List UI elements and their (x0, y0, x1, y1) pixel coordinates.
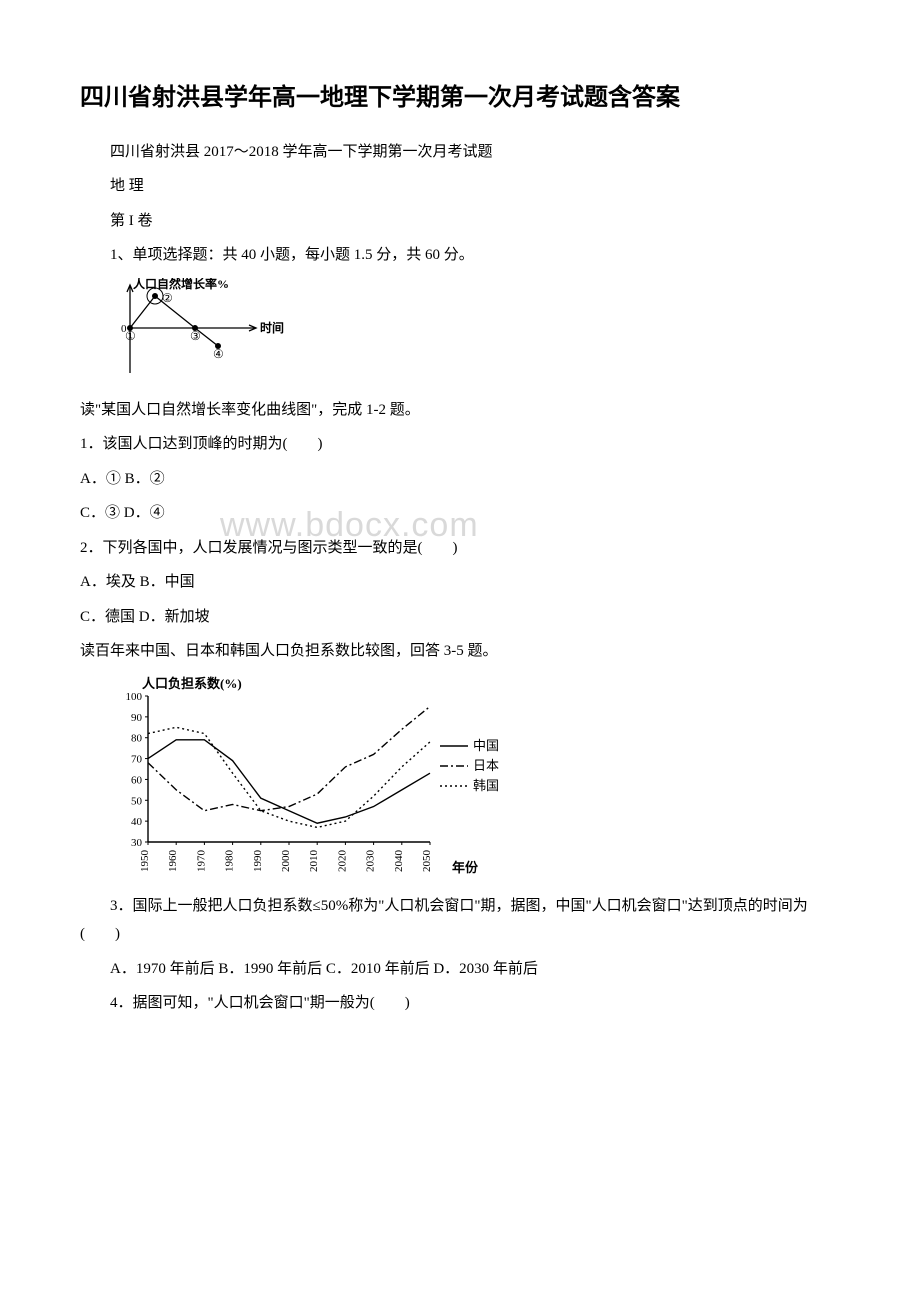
svg-text:1990: 1990 (252, 849, 264, 872)
svg-text:①: ① (125, 329, 136, 343)
svg-text:年份: 年份 (452, 860, 479, 875)
svg-text:30: 30 (131, 837, 143, 849)
svg-text:④: ④ (213, 347, 224, 361)
instructions: 1、单项选择题：共 40 小题，每小题 1.5 分，共 60 分。 (80, 241, 840, 270)
svg-text:人口自然增长率%: 人口自然增长率% (133, 278, 229, 291)
svg-text:1950: 1950 (139, 849, 151, 872)
svg-text:②: ② (162, 291, 173, 305)
question-3: 3．国际上一般把人口负担系数≤50%称为"人口机会窗口"期，据图，中国"人口机会… (80, 892, 840, 949)
svg-text:60: 60 (131, 774, 143, 786)
section-label: 第 I 卷 (80, 207, 840, 236)
chart-burden-coefficient: 人口负担系数(%) 30 40 50 60 70 80 90 100 1950 1960 1970 19… (110, 674, 540, 884)
svg-text:③: ③ (190, 329, 201, 343)
svg-text:1960: 1960 (167, 849, 179, 872)
svg-text:50: 50 (131, 795, 143, 807)
question-3-opts: A．1970 年前后 B．1990 年前后 C．2010 年前后 D．2030 … (80, 955, 840, 984)
svg-text:日本: 日本 (473, 758, 499, 773)
page-title: 四川省射洪县学年高一地理下学期第一次月考试题含答案 (80, 76, 840, 122)
svg-text:2050: 2050 (421, 849, 433, 872)
svg-text:90: 90 (131, 712, 143, 724)
question-2-opts-b: C．德国 D．新加坡 (80, 603, 840, 632)
question-1-opts-b: C．③ D．④ (80, 499, 840, 528)
svg-text:2020: 2020 (336, 849, 348, 872)
subject: 地 理 (80, 172, 840, 201)
chart-growth-rate: 0人口自然增长率%时间①②③④ (110, 278, 310, 388)
question-1: 1．该国人口达到顶峰的时期为( ) (80, 430, 840, 459)
subtitle: 四川省射洪县 2017～2018 学年高一下学期第一次月考试题 (80, 138, 840, 167)
svg-text:韩国: 韩国 (473, 778, 499, 793)
svg-text:2000: 2000 (280, 849, 292, 872)
question-intro-1: 读"某国人口自然增长率变化曲线图"，完成 1-2 题。 (80, 396, 840, 425)
svg-text:2030: 2030 (365, 849, 377, 872)
svg-text:100: 100 (126, 691, 143, 703)
question-2-opts-a: A．埃及 B．中国 (80, 568, 840, 597)
svg-text:时间: 时间 (260, 320, 284, 335)
question-1-opts-a: A．① B．② (80, 465, 840, 494)
svg-text:2010: 2010 (308, 849, 320, 872)
question-2: 2．下列各国中，人口发展情况与图示类型一致的是( ) (80, 534, 840, 563)
svg-text:1970: 1970 (195, 849, 207, 872)
svg-text:80: 80 (131, 732, 143, 744)
question-4: 4．据图可知，"人口机会窗口"期一般为( ) (80, 989, 840, 1018)
svg-text:40: 40 (131, 816, 143, 828)
svg-text:2040: 2040 (393, 849, 405, 872)
question-intro-2: 读百年来中国、日本和韩国人口负担系数比较图，回答 3-5 题。 (80, 637, 840, 666)
svg-text:1980: 1980 (224, 849, 236, 872)
svg-text:70: 70 (131, 753, 143, 765)
svg-text:中国: 中国 (473, 738, 499, 753)
svg-text:人口负担系数(%): 人口负担系数(%) (142, 676, 242, 691)
